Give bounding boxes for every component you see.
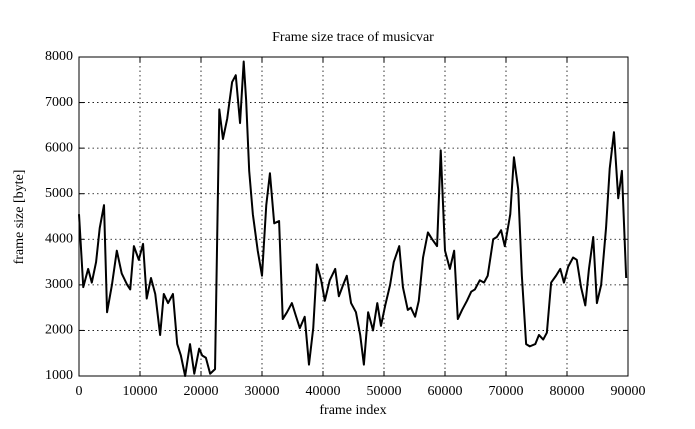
x-axis-label: frame index bbox=[319, 403, 386, 418]
x-tick-label: 20000 bbox=[184, 384, 219, 399]
x-tick-label: 90000 bbox=[611, 384, 646, 399]
y-tick-label: 2000 bbox=[45, 323, 73, 338]
x-tick-label: 60000 bbox=[428, 384, 463, 399]
x-tick-label: 80000 bbox=[550, 384, 585, 399]
y-axis-label: frame size [byte] bbox=[12, 170, 27, 265]
y-tick-label: 4000 bbox=[45, 232, 73, 247]
data-line bbox=[78, 60, 628, 377]
y-tick-label: 8000 bbox=[45, 49, 73, 64]
y-tick-label: 7000 bbox=[45, 95, 73, 110]
x-tick-label: 0 bbox=[76, 384, 83, 399]
x-tick-label: 40000 bbox=[306, 384, 341, 399]
y-tick-label: 3000 bbox=[45, 277, 73, 292]
y-tick-label: 6000 bbox=[45, 140, 73, 155]
x-tick-label: 10000 bbox=[123, 384, 158, 399]
x-tick-label: 50000 bbox=[367, 384, 402, 399]
x-tick-label: 70000 bbox=[489, 384, 524, 399]
chart-title: Frame size trace of musicvar bbox=[272, 30, 434, 45]
x-tick-label: 30000 bbox=[245, 384, 280, 399]
y-tick-label: 5000 bbox=[45, 186, 73, 201]
y-tick-label: 1000 bbox=[45, 368, 73, 383]
